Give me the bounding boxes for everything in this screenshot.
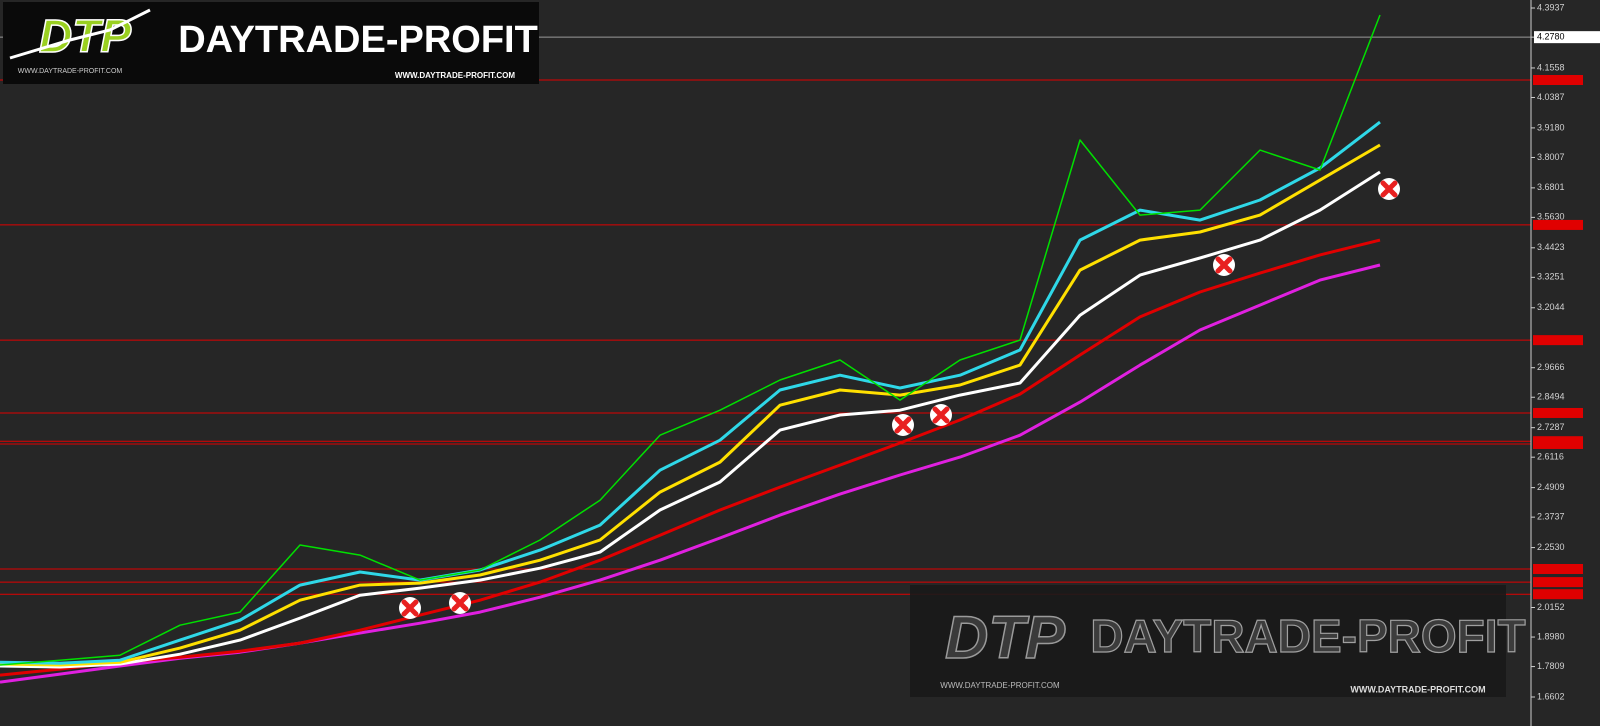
- series-line: [0, 120, 1381, 665]
- y-tick-label: 4.0387: [1537, 92, 1565, 102]
- series-line: [0, 238, 1381, 677]
- touch-markers: [399, 178, 1400, 619]
- logo-top: DTP DAYTRADE-PROFIT WWW.DAYTRADE-PROFIT.…: [3, 2, 539, 84]
- logo-mark: DTP: [945, 604, 1066, 671]
- logo-url: WWW.DAYTRADE-PROFIT.COM: [18, 68, 123, 75]
- y-tick-label: 1.8980: [1537, 631, 1565, 641]
- level-marker: [1533, 577, 1583, 588]
- level-marker: [1533, 219, 1583, 230]
- logo-box: [910, 585, 1506, 697]
- y-tick-label: 2.4909: [1537, 482, 1565, 492]
- y-tick-label: 3.6801: [1537, 182, 1565, 192]
- y-tick-label: 1.7809: [1537, 661, 1565, 671]
- price-axis: 4.3937 4.2780 4.1558 4.0387 3.9180 3.8007 3.68…: [1531, 2, 1600, 701]
- y-tick-label: 3.5630: [1537, 212, 1565, 222]
- y-tick-label: 2.6116: [1537, 452, 1564, 462]
- y-tick-label: 2.9666: [1537, 362, 1565, 372]
- logo-name: DAYTRADE-PROFIT: [178, 19, 538, 61]
- logo-box: [3, 2, 539, 84]
- series-line: [0, 143, 1381, 667]
- series-line: [0, 170, 1381, 669]
- y-tick-label: 2.7287: [1537, 422, 1565, 432]
- lines: [0, 14, 1381, 684]
- level-marker: [1533, 563, 1583, 574]
- y-tick-label: 3.8007: [1537, 152, 1565, 162]
- logo-name: DAYTRADE-PROFIT: [1090, 610, 1525, 662]
- y-tick-label: 1.6602: [1537, 691, 1565, 701]
- level-marker: [1533, 589, 1583, 600]
- logo-watermark: DTP DAYTRADE-PROFIT WWW.DAYTRADE-PROFIT.…: [910, 585, 1526, 697]
- logo-url: WWW.DAYTRADE-PROFIT.COM: [940, 681, 1060, 690]
- y-tick-label: 3.9180: [1537, 122, 1565, 132]
- y-tick-label: 2.3737: [1537, 512, 1565, 522]
- y-tick-label: 3.4423: [1537, 242, 1565, 252]
- y-tick-label: 4.1558: [1537, 62, 1565, 72]
- logo-arrow: [9, 8, 151, 60]
- logo-url: WWW.DAYTRADE-PROFIT.COM: [395, 71, 515, 80]
- level-marker: [1533, 335, 1583, 346]
- current-price-box: [1534, 31, 1600, 44]
- logo-url: WWW.DAYTRADE-PROFIT.COM: [1350, 684, 1485, 694]
- level-marker: [1533, 407, 1583, 418]
- y-tick-label: 3.2044: [1537, 302, 1565, 312]
- y-tick-label: 3.3251: [1537, 272, 1565, 282]
- y-tick-label: 2.0152: [1537, 602, 1565, 612]
- y-tick-label: 2.2530: [1537, 542, 1565, 552]
- level-marker: [1533, 438, 1583, 449]
- level-marker: [1533, 75, 1583, 86]
- y-tick-label: 4.3937: [1537, 2, 1565, 12]
- series-line: [0, 14, 1381, 666]
- y-tick-label: 2.8494: [1537, 392, 1565, 402]
- y-tick-label: 4.2780: [1537, 32, 1565, 42]
